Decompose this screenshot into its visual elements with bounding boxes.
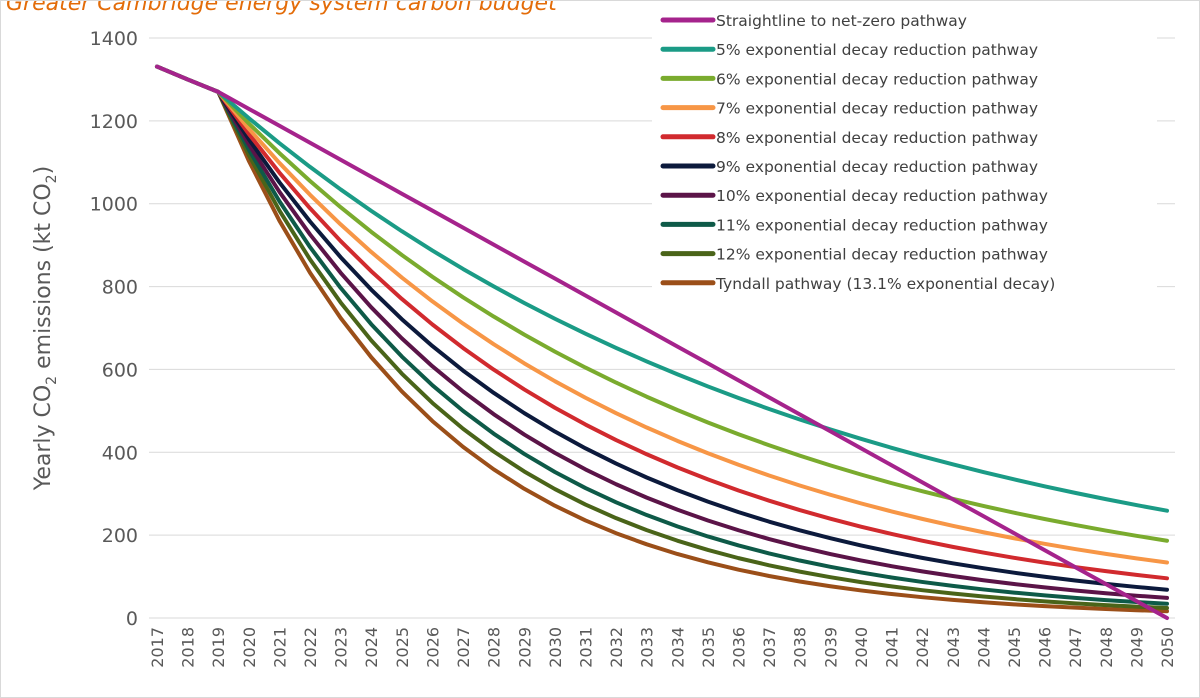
legend-label: 7% exponential decay reduction pathway [716, 100, 1038, 118]
x-tick-label: 2049 [1127, 627, 1146, 668]
legend-label: 9% exponential decay reduction pathway [716, 158, 1038, 176]
legend-background [652, 4, 1157, 301]
chart-title: Greater Cambridge energy system carbon b… [6, 0, 557, 16]
series-line-10-exponential-decay-reduction-pathway [155, 64, 1169, 600]
x-tick-label: 2043 [944, 627, 963, 668]
x-tick-label: 2035 [699, 627, 718, 668]
series-line-9-exponential-decay-reduction-pathway [155, 64, 1169, 592]
legend-label: Tyndall pathway (13.1% exponential decay… [715, 275, 1055, 293]
x-tick-label: 2050 [1158, 627, 1177, 668]
y-tick-label: 1200 [90, 111, 138, 133]
legend-label: 11% exponential decay reduction pathway [716, 216, 1048, 234]
x-tick-label: 2033 [638, 627, 657, 668]
x-tick-label: 2022 [301, 627, 320, 668]
y-tick-label: 1000 [90, 194, 138, 216]
x-tick-label: 2040 [852, 627, 871, 668]
y-tick-label: 1400 [90, 28, 138, 50]
x-tick-label: 2024 [362, 627, 381, 668]
x-tick-label: 2042 [913, 627, 932, 668]
y-tick-label: 800 [102, 277, 138, 299]
legend: Straightline to net-zero pathway 5% expon… [652, 4, 1157, 301]
x-tick-label: 2047 [1066, 627, 1085, 668]
x-tick-label: 2045 [1005, 627, 1024, 668]
x-tick-label: 2038 [791, 627, 810, 668]
x-tick-label: 2025 [393, 627, 412, 668]
series-line-12-exponential-decay-reduction-pathway [155, 64, 1169, 610]
y-axis-label: Yearly CO2 emissions (kt CO2) [31, 166, 60, 491]
legend-label: 6% exponential decay reduction pathway [716, 70, 1038, 88]
y-tick-label: 200 [102, 525, 138, 547]
x-tick-label: 2041 [883, 627, 902, 668]
x-tick-label: 2028 [485, 627, 504, 668]
legend-label: 12% exponential decay reduction pathway [716, 246, 1048, 264]
series-line-5-exponential-decay-reduction-pathway [155, 64, 1169, 513]
x-tick-label: 2023 [332, 627, 351, 668]
x-tick-label: 2032 [607, 627, 626, 668]
series-line-tyndall-pathway-13-1-exponential-decay [155, 64, 1169, 614]
x-tick-label: 2020 [240, 627, 259, 668]
series-line-straightline-to-net-zero-pathway [155, 64, 1169, 620]
x-tick-label: 2021 [270, 627, 289, 668]
x-tick-label: 2039 [821, 627, 840, 668]
legend-label: 8% exponential decay reduction pathway [716, 129, 1038, 147]
x-tick-label: 2027 [454, 627, 473, 668]
y-tick-label: 0 [126, 608, 138, 630]
series-line-7-exponential-decay-reduction-pathway [155, 64, 1169, 565]
x-tick-label: 2018 [179, 627, 198, 668]
legend-label: 5% exponential decay reduction pathway [716, 41, 1038, 59]
x-tick-label: 2031 [576, 627, 595, 668]
legend-label: Straightline to net-zero pathway [716, 12, 967, 30]
series-line-11-exponential-decay-reduction-pathway [155, 64, 1169, 606]
x-tick-label: 2026 [423, 627, 442, 668]
y-axis-ticks: 0 200 400 600 800 1000 1200 1400 [90, 28, 138, 630]
x-tick-label: 2029 [515, 627, 534, 668]
x-tick-label: 2017 [148, 627, 167, 668]
x-tick-label: 2019 [209, 627, 228, 668]
x-tick-label: 2046 [1036, 627, 1055, 668]
x-tick-label: 2048 [1097, 627, 1116, 668]
series-line-8-exponential-decay-reduction-pathway [155, 64, 1169, 581]
x-tick-label: 2034 [668, 627, 687, 668]
x-tick-label: 2044 [974, 627, 993, 668]
y-tick-label: 600 [102, 359, 138, 381]
x-tick-label: 2030 [546, 627, 565, 668]
y-tick-label: 400 [102, 442, 138, 464]
x-tick-label: 2037 [760, 627, 779, 668]
series-lines [155, 64, 1169, 620]
x-axis-ticks: 2017 2018 2019 2020 2021 2022 2023 2024 2025 2026… [148, 627, 1177, 668]
x-tick-label: 2036 [730, 627, 749, 668]
legend-label: 10% exponential decay reduction pathway [716, 187, 1048, 205]
series-line-6-exponential-decay-reduction-pathway [155, 64, 1169, 543]
